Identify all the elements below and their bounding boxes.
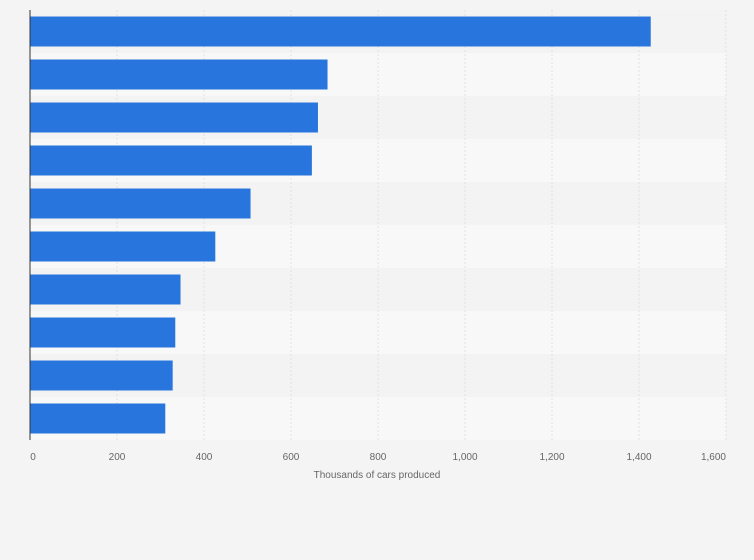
bar-5 bbox=[30, 188, 251, 219]
tick-label-400: 400 bbox=[196, 452, 213, 463]
bar-1 bbox=[30, 16, 651, 47]
tick-label-800: 800 bbox=[370, 452, 387, 463]
bar-9 bbox=[30, 360, 173, 391]
bar-2 bbox=[30, 59, 328, 90]
bar-6 bbox=[30, 231, 216, 262]
tick-label-200: 200 bbox=[109, 452, 126, 463]
tick-label-1400: 1,400 bbox=[626, 452, 651, 463]
tick-label-1600: 1,600 bbox=[701, 452, 726, 463]
x-axis-title: Thousands of cars produced bbox=[314, 470, 441, 481]
x-axis-ticks: 0 200 400 600 800 1,000 1,200 1,400 1,600 bbox=[30, 452, 726, 463]
bar-3 bbox=[30, 102, 318, 133]
tick-label-600: 600 bbox=[283, 452, 300, 463]
bar-8 bbox=[30, 317, 176, 348]
tick-label-1200: 1,200 bbox=[539, 452, 564, 463]
bar-4 bbox=[30, 145, 312, 176]
bars bbox=[30, 16, 651, 434]
bar-10 bbox=[30, 403, 166, 434]
tick-label-1000: 1,000 bbox=[452, 452, 477, 463]
bar-7 bbox=[30, 274, 181, 305]
tick-label-0: 0 bbox=[30, 452, 36, 463]
